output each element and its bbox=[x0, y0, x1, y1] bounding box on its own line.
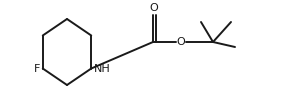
Text: NH: NH bbox=[94, 64, 111, 74]
Text: O: O bbox=[150, 3, 158, 13]
Text: O: O bbox=[177, 37, 185, 47]
Text: F: F bbox=[33, 64, 40, 74]
